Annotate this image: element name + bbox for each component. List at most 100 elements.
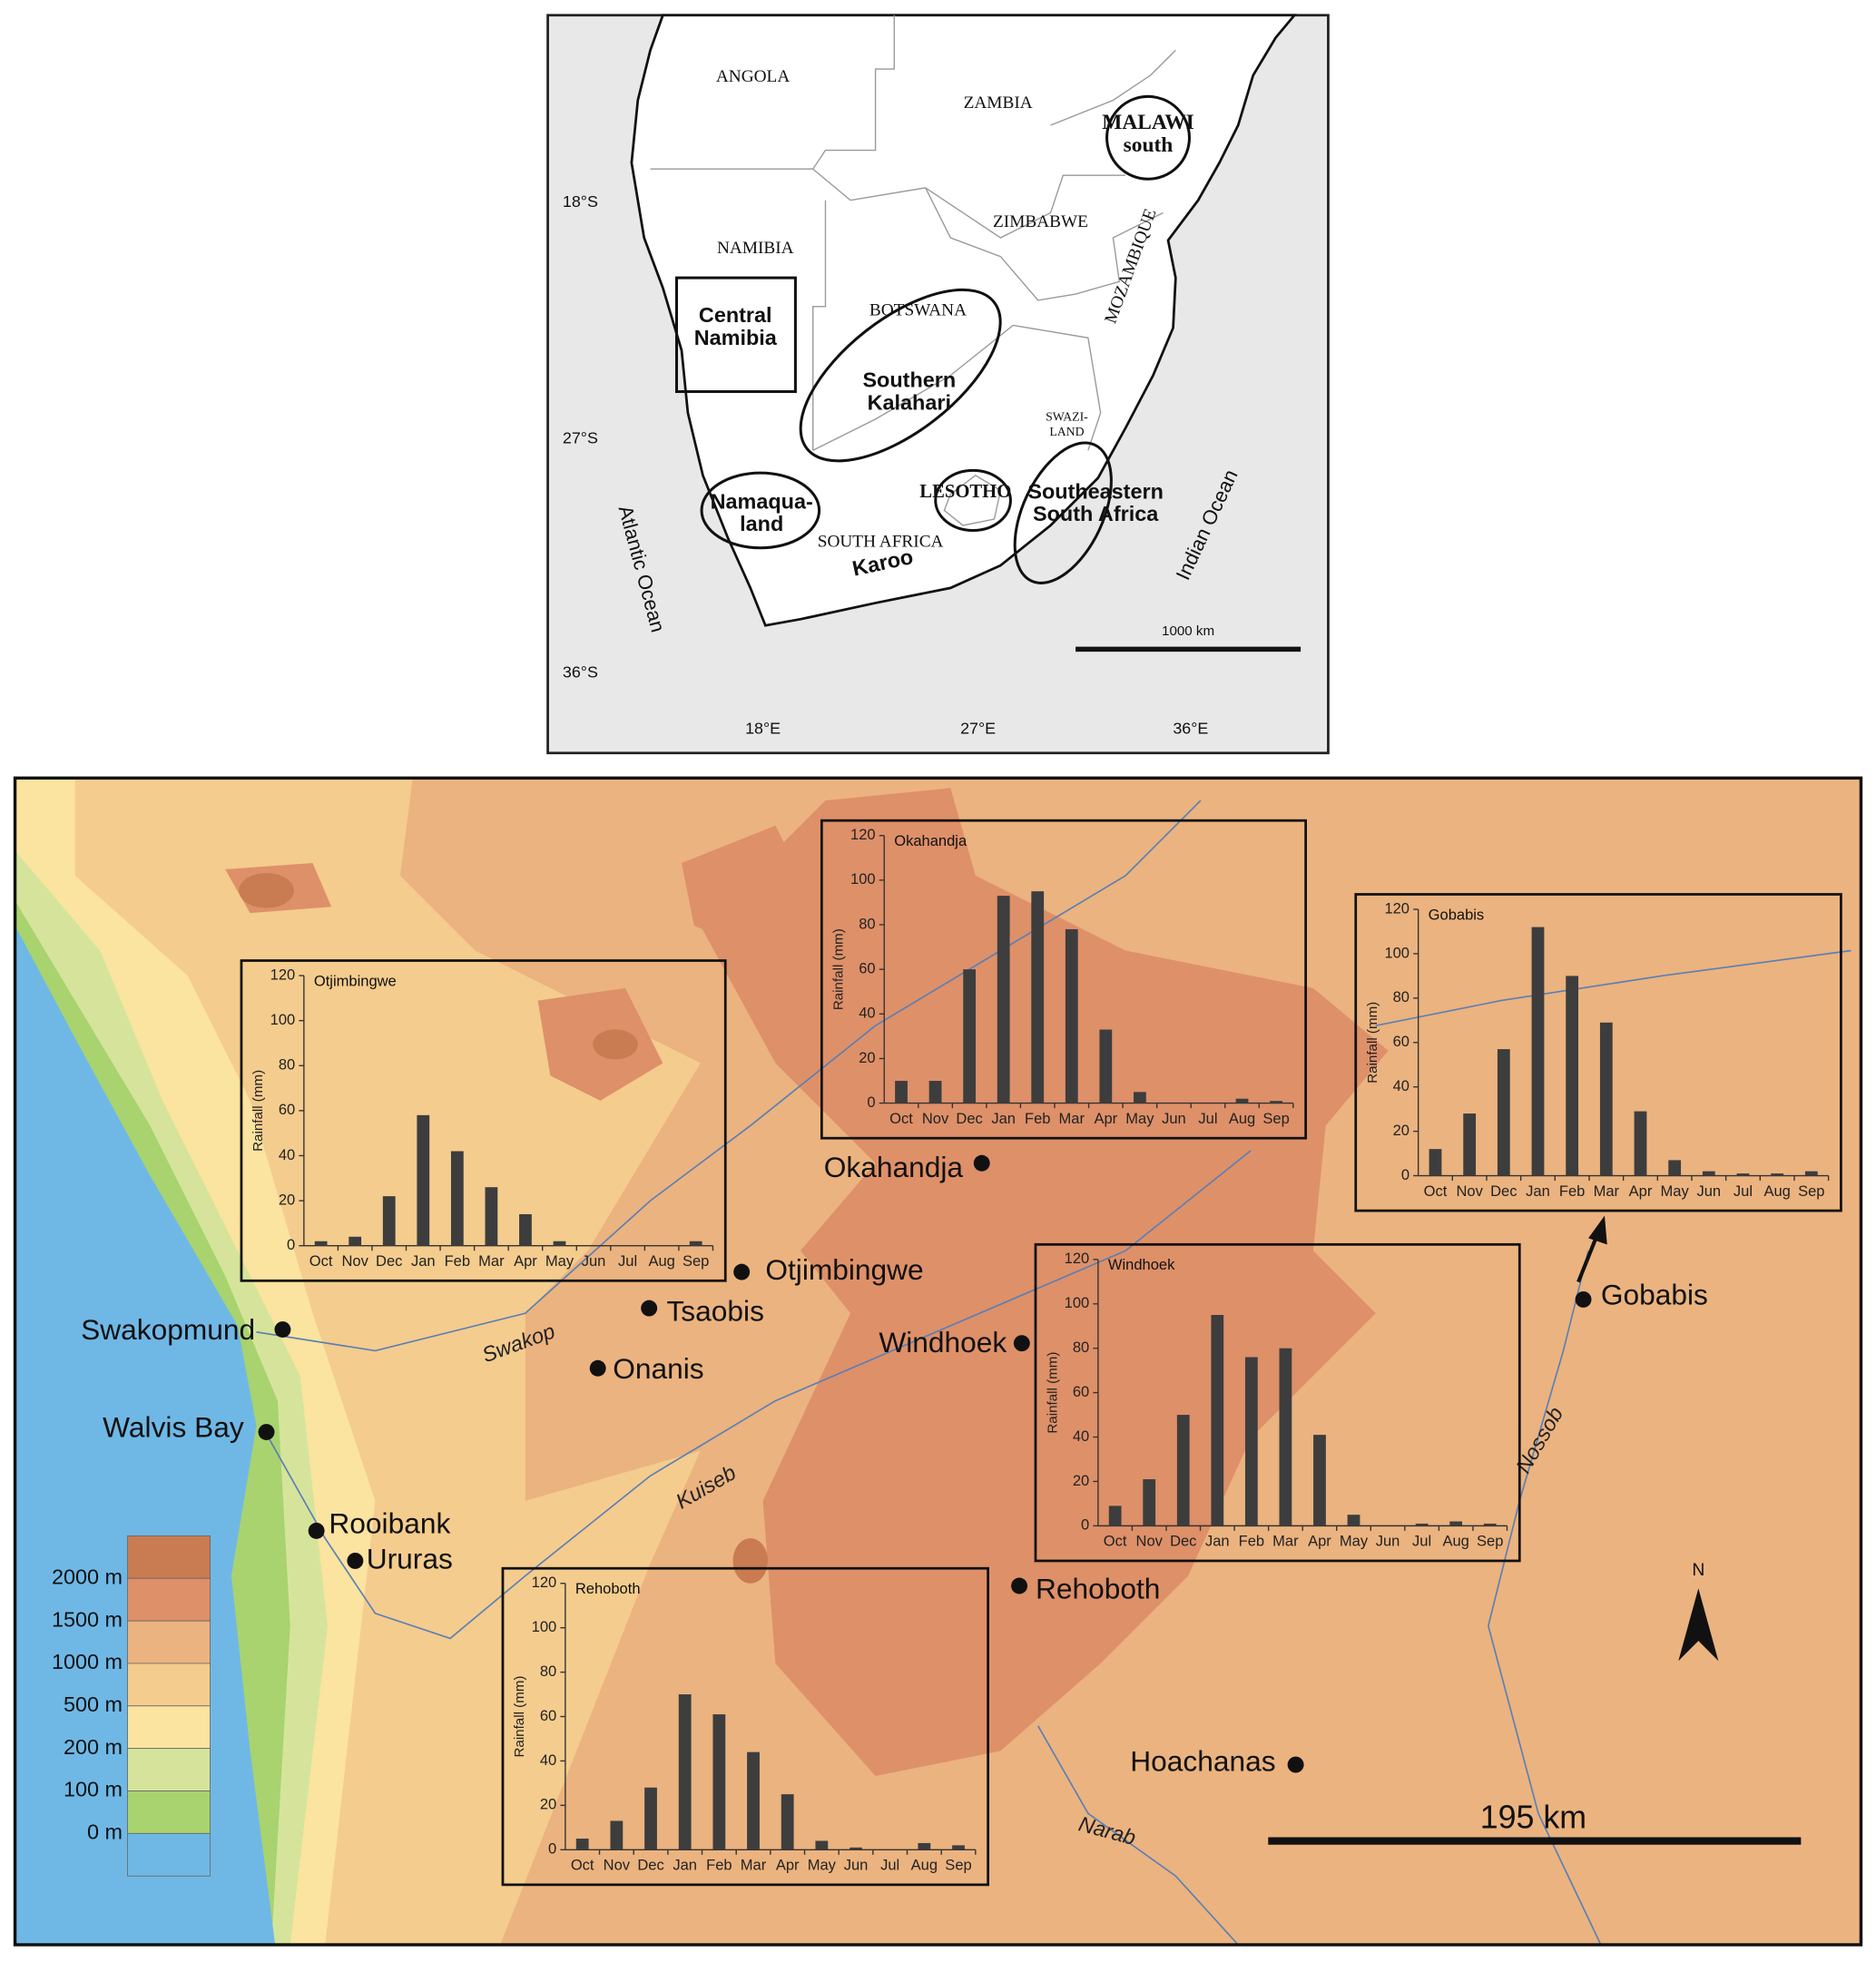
x-tick-label: Jan bbox=[1205, 1533, 1230, 1550]
x-tick-label: May bbox=[1340, 1533, 1369, 1550]
longitude-label: 18°E bbox=[745, 719, 781, 737]
town-marker bbox=[1287, 1756, 1304, 1773]
x-tick-label: Sep bbox=[1262, 1110, 1289, 1127]
legend-label: 500 m bbox=[64, 1692, 123, 1716]
country-label: BOTSWANA bbox=[869, 301, 967, 320]
bar bbox=[1497, 1049, 1510, 1176]
inset-chart: 0 20 40 60 80 100 120 Rainfall (mm) Otjimbingwe O… bbox=[240, 959, 727, 1282]
region-label: Namibia bbox=[694, 326, 778, 349]
town-marker bbox=[258, 1424, 275, 1440]
inset-frame bbox=[820, 819, 1308, 1140]
x-tick-label: Feb bbox=[1559, 1182, 1585, 1200]
legend-label: 200 m bbox=[64, 1735, 123, 1759]
x-tick-label: Oct bbox=[309, 1252, 333, 1270]
y-tick-label: 120 bbox=[1384, 899, 1409, 917]
y-tick-label: 80 bbox=[859, 915, 875, 932]
x-tick-label: Jan bbox=[673, 1857, 697, 1874]
x-tick-label: Jul bbox=[1412, 1533, 1431, 1550]
bar bbox=[678, 1694, 692, 1850]
x-tick-label: Apr bbox=[1094, 1110, 1117, 1127]
elevation-zone bbox=[682, 825, 813, 951]
legend-swatch bbox=[127, 1663, 211, 1707]
town-label: Otjimbingwe bbox=[765, 1253, 923, 1286]
legend-swatch bbox=[127, 1790, 211, 1834]
x-tick-label: May bbox=[545, 1252, 575, 1270]
y-tick-label: 60 bbox=[279, 1101, 295, 1118]
town-label: Tsaobis bbox=[666, 1294, 763, 1327]
x-tick-label: Dec bbox=[637, 1857, 663, 1874]
y-tick-label: 20 bbox=[1073, 1472, 1089, 1489]
legend-label: 2000 m bbox=[52, 1565, 123, 1588]
y-tick-label: 100 bbox=[1065, 1294, 1090, 1311]
y-tick-label: 120 bbox=[1065, 1250, 1090, 1267]
bar bbox=[747, 1751, 760, 1850]
legend-swatch bbox=[127, 1577, 211, 1622]
x-tick-label: Mar bbox=[741, 1857, 767, 1874]
x-tick-label: Feb bbox=[1025, 1110, 1050, 1127]
country-label: LAND bbox=[1049, 425, 1084, 438]
x-tick-label: Jul bbox=[618, 1252, 637, 1270]
legend-label: 1500 m bbox=[52, 1607, 123, 1631]
region-label: south bbox=[1124, 133, 1174, 157]
y-tick-label: 80 bbox=[1393, 988, 1409, 1006]
legend-label: 1000 m bbox=[52, 1650, 123, 1673]
y-tick-label: 40 bbox=[859, 1005, 875, 1022]
town-marker bbox=[641, 1300, 658, 1317]
x-tick-label: Apr bbox=[514, 1252, 537, 1270]
borders bbox=[650, 15, 1176, 526]
region-label: South Africa bbox=[1033, 502, 1159, 525]
y-tick-label: 100 bbox=[532, 1618, 557, 1635]
bar bbox=[610, 1820, 624, 1850]
bar bbox=[997, 896, 1010, 1104]
border bbox=[1050, 49, 1176, 126]
inset-frame bbox=[240, 959, 727, 1282]
border bbox=[925, 187, 1164, 301]
y-tick-label: 80 bbox=[279, 1056, 295, 1074]
y-tick-label: 100 bbox=[850, 870, 876, 888]
region-label: Kalahari bbox=[868, 390, 951, 414]
y-tick-label: 120 bbox=[850, 826, 876, 843]
x-tick-label: Jun bbox=[844, 1857, 869, 1874]
x-tick-label: Jul bbox=[1198, 1110, 1217, 1127]
legend-swatch bbox=[127, 1535, 211, 1579]
bar bbox=[1143, 1479, 1156, 1526]
region-outline bbox=[1013, 441, 1113, 584]
bar bbox=[485, 1187, 498, 1246]
bar bbox=[1804, 1171, 1818, 1176]
longitude-label: 27°E bbox=[960, 719, 996, 737]
bar bbox=[1313, 1435, 1326, 1526]
town-marker bbox=[308, 1522, 325, 1539]
x-tick-label: Dec bbox=[956, 1110, 982, 1127]
town-marker bbox=[1575, 1291, 1592, 1308]
y-tick-label: 80 bbox=[1073, 1339, 1089, 1356]
y-axis-label: Rainfall (mm) bbox=[1045, 1352, 1060, 1434]
bar bbox=[1449, 1521, 1463, 1526]
bar bbox=[928, 1081, 942, 1104]
x-tick-label: Jun bbox=[1162, 1110, 1186, 1127]
x-tick-label: Nov bbox=[1136, 1533, 1164, 1550]
elevation-zone bbox=[593, 1029, 638, 1060]
x-tick-label: Sep bbox=[1477, 1533, 1503, 1550]
bar bbox=[1566, 976, 1579, 1176]
border bbox=[812, 200, 827, 451]
y-tick-label: 120 bbox=[532, 1574, 557, 1591]
north-label: N bbox=[1692, 1561, 1704, 1580]
x-tick-label: Feb bbox=[706, 1857, 732, 1874]
country-label: LESOTHO bbox=[919, 482, 1011, 502]
inset-chart: 0 20 40 60 80 100 120 Rainfall (mm) Okahandja Oct… bbox=[820, 819, 1308, 1140]
y-tick-label: 40 bbox=[279, 1146, 295, 1163]
y-tick-label: 40 bbox=[540, 1751, 556, 1769]
town-marker bbox=[347, 1553, 364, 1569]
bar bbox=[1031, 891, 1045, 1104]
x-tick-label: Apr bbox=[776, 1857, 800, 1874]
bar bbox=[781, 1794, 794, 1850]
x-tick-label: Aug bbox=[1442, 1533, 1468, 1550]
bar bbox=[1634, 1111, 1647, 1176]
bar bbox=[895, 1081, 908, 1104]
bar bbox=[1771, 1173, 1784, 1176]
inset-title: Windhoek bbox=[1108, 1256, 1175, 1273]
detail-frame bbox=[13, 776, 1863, 1947]
x-tick-label: May bbox=[1125, 1110, 1154, 1127]
town-label: Hoachanas bbox=[1130, 1745, 1275, 1778]
